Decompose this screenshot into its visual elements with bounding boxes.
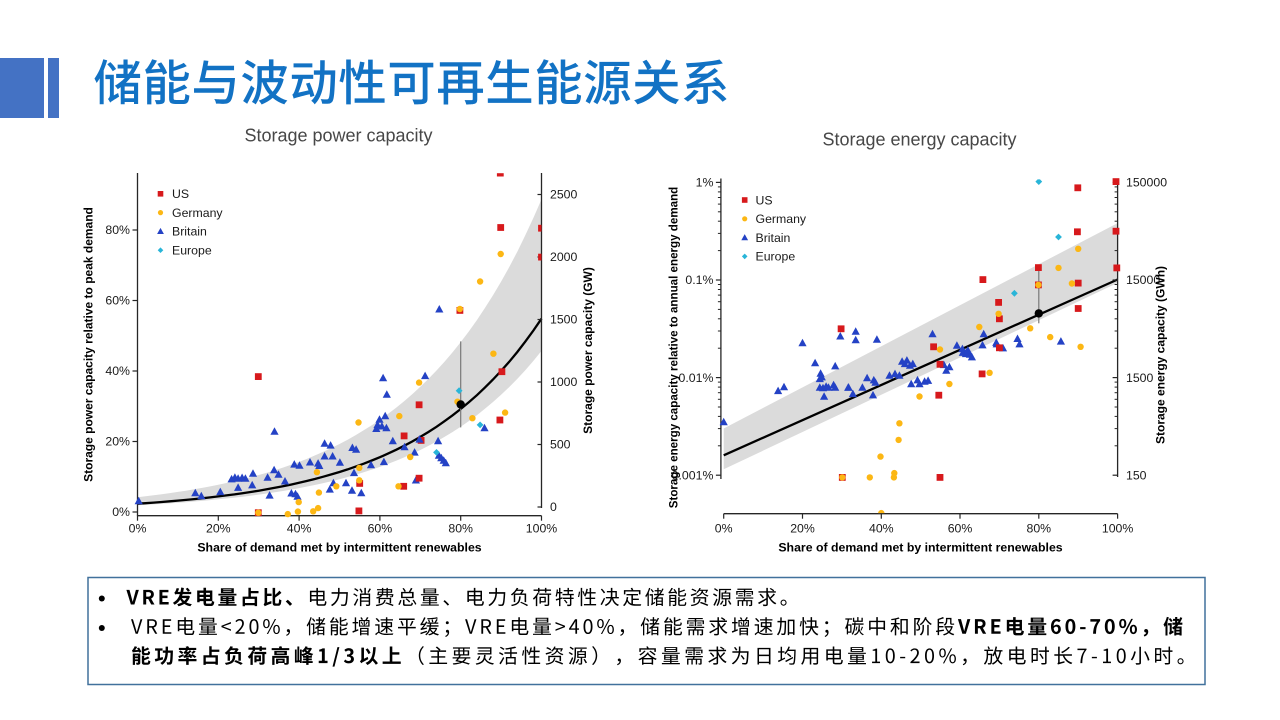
svg-text:Share of demand met by intermi: Share of demand met by intermittent rene…	[197, 541, 481, 555]
svg-text:0.01%: 0.01%	[679, 371, 714, 385]
svg-text:20%: 20%	[206, 522, 231, 536]
svg-text:40%: 40%	[287, 522, 312, 536]
svg-text:0.001%: 0.001%	[672, 468, 714, 482]
svg-text:1500: 1500	[550, 313, 578, 327]
svg-text:0%: 0%	[129, 522, 147, 536]
svg-text:US: US	[756, 193, 773, 207]
svg-text:100%: 100%	[1102, 522, 1134, 536]
svg-text:80%: 80%	[105, 223, 130, 237]
svg-text:1500: 1500	[1126, 371, 1154, 385]
svg-text:Storage power capacity (GW): Storage power capacity (GW)	[581, 267, 595, 434]
svg-text:40%: 40%	[105, 364, 130, 378]
svg-text:80%: 80%	[448, 522, 473, 536]
svg-text:US: US	[172, 187, 189, 201]
svg-text:Storage energy capacity (GWh): Storage energy capacity (GWh)	[1154, 266, 1168, 444]
svg-text:Storage power capacity relativ: Storage power capacity relative to peak …	[82, 207, 96, 482]
svg-text:500: 500	[550, 438, 571, 452]
svg-text:1%: 1%	[696, 176, 714, 190]
svg-text:2500: 2500	[550, 188, 578, 202]
svg-text:20%: 20%	[105, 435, 130, 449]
svg-text:Europe: Europe	[756, 250, 796, 264]
svg-text:Germany: Germany	[756, 212, 807, 226]
svg-text:2000: 2000	[550, 250, 578, 264]
svg-text:Share of demand met by intermi: Share of demand met by intermittent rene…	[778, 541, 1062, 555]
svg-text:Britain: Britain	[756, 231, 791, 245]
svg-text:80%: 80%	[1026, 522, 1051, 536]
svg-text:60%: 60%	[368, 522, 393, 536]
svg-text:20%: 20%	[790, 522, 815, 536]
svg-text:100%: 100%	[526, 522, 558, 536]
svg-text:60%: 60%	[948, 522, 973, 536]
svg-text:0.1%: 0.1%	[685, 273, 713, 287]
svg-text:Storage energy capacity: Storage energy capacity	[822, 130, 1016, 150]
svg-text:15000: 15000	[1126, 273, 1160, 287]
svg-text:150000: 150000	[1126, 176, 1167, 190]
svg-text:0: 0	[550, 500, 557, 514]
svg-text:Europe: Europe	[172, 244, 212, 258]
svg-text:150: 150	[1126, 468, 1147, 482]
svg-text:Germany: Germany	[172, 206, 223, 220]
svg-text:0%: 0%	[715, 522, 733, 536]
svg-text:0%: 0%	[112, 505, 130, 519]
svg-text:1000: 1000	[550, 375, 578, 389]
svg-text:Storage energy capacity relati: Storage energy capacity relative to annu…	[668, 187, 681, 509]
svg-text:40%: 40%	[869, 522, 894, 536]
svg-text:60%: 60%	[105, 294, 130, 308]
svg-text:Britain: Britain	[172, 225, 207, 239]
svg-text:Storage power capacity: Storage power capacity	[244, 126, 432, 146]
